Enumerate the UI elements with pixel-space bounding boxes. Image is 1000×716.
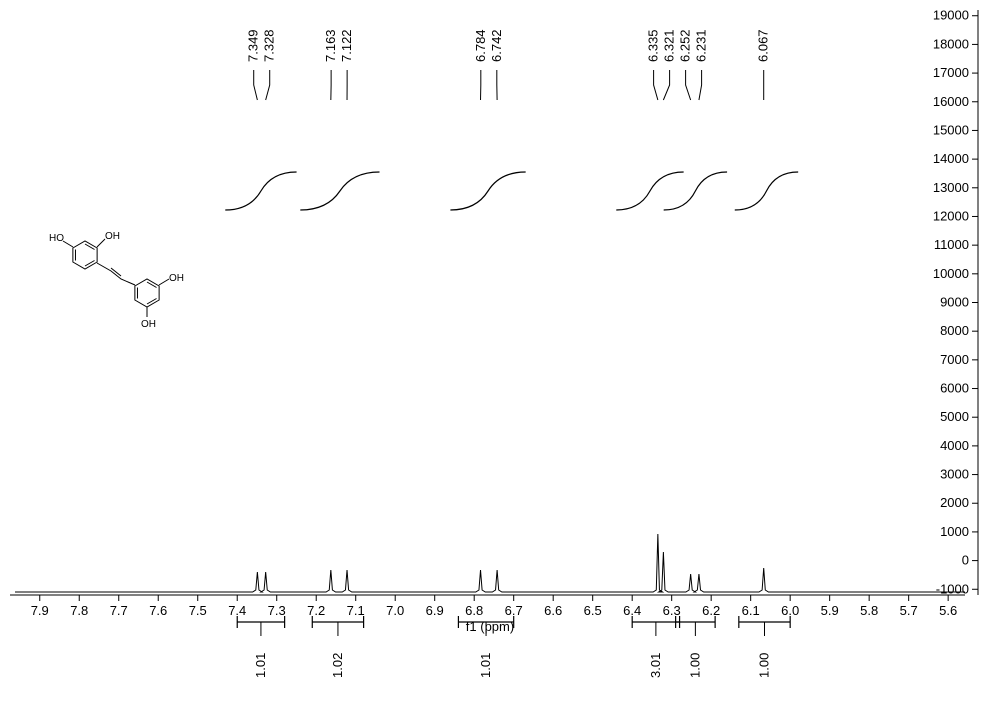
- peak-label: 7.349: [246, 29, 261, 62]
- svg-text:5.9: 5.9: [821, 603, 839, 618]
- integral-value: 1.01: [253, 653, 268, 678]
- svg-text:5.7: 5.7: [900, 603, 918, 618]
- svg-text:6.5: 6.5: [584, 603, 602, 618]
- svg-text:17000: 17000: [933, 65, 969, 80]
- peak-label: 7.122: [339, 29, 354, 62]
- peak-label: 7.163: [323, 29, 338, 62]
- peak-label: 6.335: [646, 29, 661, 62]
- svg-text:6.9: 6.9: [426, 603, 444, 618]
- integral-value: 1.00: [756, 653, 771, 678]
- svg-text:7.7: 7.7: [110, 603, 128, 618]
- spectrum-trace: [15, 534, 965, 592]
- peak-label: 6.231: [694, 29, 709, 62]
- svg-text:7.2: 7.2: [307, 603, 325, 618]
- integral-value: 1.02: [330, 653, 345, 678]
- svg-text:19000: 19000: [933, 8, 969, 23]
- peak-label: 6.321: [662, 29, 677, 62]
- svg-text:10000: 10000: [933, 266, 969, 281]
- svg-text:15000: 15000: [933, 122, 969, 137]
- svg-text:14000: 14000: [933, 151, 969, 166]
- svg-text:6000: 6000: [940, 381, 969, 396]
- svg-text:7.6: 7.6: [149, 603, 167, 618]
- svg-text:8000: 8000: [940, 323, 969, 338]
- svg-text:6.2: 6.2: [702, 603, 720, 618]
- svg-text:-1000: -1000: [936, 581, 969, 596]
- molecule-oh-label: OH: [169, 273, 184, 284]
- svg-text:7.8: 7.8: [70, 603, 88, 618]
- svg-text:4000: 4000: [940, 438, 969, 453]
- molecule-oh-label: OH: [105, 231, 120, 242]
- peak-label: 6.252: [678, 29, 693, 62]
- integral-value: 1.00: [687, 653, 702, 678]
- svg-text:1000: 1000: [940, 524, 969, 539]
- svg-text:7.1: 7.1: [347, 603, 365, 618]
- svg-text:7.9: 7.9: [31, 603, 49, 618]
- x-axis: 7.9 7.8 7.7 7.6 7.5 7.4 7.3 7.2 7.1 7.0 6.9 6.8 6.7 6…: [10, 595, 965, 634]
- molecule-oh-label: HO: [49, 233, 64, 244]
- svg-text:7.4: 7.4: [228, 603, 246, 618]
- svg-text:5.6: 5.6: [939, 603, 957, 618]
- svg-text:3000: 3000: [940, 467, 969, 482]
- svg-text:6.6: 6.6: [544, 603, 562, 618]
- svg-text:7000: 7000: [940, 352, 969, 367]
- svg-text:5.8: 5.8: [860, 603, 878, 618]
- svg-text:18000: 18000: [933, 36, 969, 51]
- svg-text:6.7: 6.7: [505, 603, 523, 618]
- svg-text:7.0: 7.0: [386, 603, 404, 618]
- peak-label: 6.742: [489, 29, 504, 62]
- peak-label: 6.067: [756, 29, 771, 62]
- integral-row-curves: [225, 172, 798, 210]
- svg-text:12000: 12000: [933, 208, 969, 223]
- svg-text:11000: 11000: [934, 237, 969, 252]
- svg-text:6.0: 6.0: [781, 603, 799, 618]
- integral-brackets: 1.01 1.02 1.01 3.01 1.00 1.00: [237, 616, 790, 678]
- x-axis-label: f1 (ppm): [466, 619, 514, 634]
- svg-text:16000: 16000: [933, 94, 969, 109]
- integral-value: 3.01: [648, 653, 663, 678]
- svg-text:9000: 9000: [940, 295, 969, 310]
- svg-text:13000: 13000: [933, 180, 969, 195]
- svg-text:6.3: 6.3: [663, 603, 681, 618]
- svg-text:6.4: 6.4: [623, 603, 641, 618]
- svg-text:7.5: 7.5: [189, 603, 207, 618]
- molecule-structure: HO OH OH OH: [49, 231, 184, 330]
- svg-text:6.1: 6.1: [742, 603, 760, 618]
- svg-text:2000: 2000: [940, 495, 969, 510]
- svg-text:0: 0: [962, 553, 969, 568]
- molecule-oh-label: OH: [141, 319, 156, 330]
- nmr-spectrum-figure: 7.9 7.8 7.7 7.6 7.5 7.4 7.3 7.2 7.1 7.0 6.9 6.8 6.7 6…: [0, 0, 1000, 716]
- peak-label: 6.784: [473, 29, 488, 62]
- svg-text:7.3: 7.3: [268, 603, 286, 618]
- peak-labels: 7.3497.328 7.1637.122 6.7846.742 6.3356.321…: [246, 29, 771, 100]
- y-axis-right: -1000 0 1000 2000 3000 4000 5000 6000 7000 8000 90…: [933, 8, 978, 597]
- svg-text:5000: 5000: [940, 409, 969, 424]
- peak-label: 7.328: [262, 29, 277, 62]
- svg-text:6.8: 6.8: [465, 603, 483, 618]
- integral-value: 1.01: [478, 653, 493, 678]
